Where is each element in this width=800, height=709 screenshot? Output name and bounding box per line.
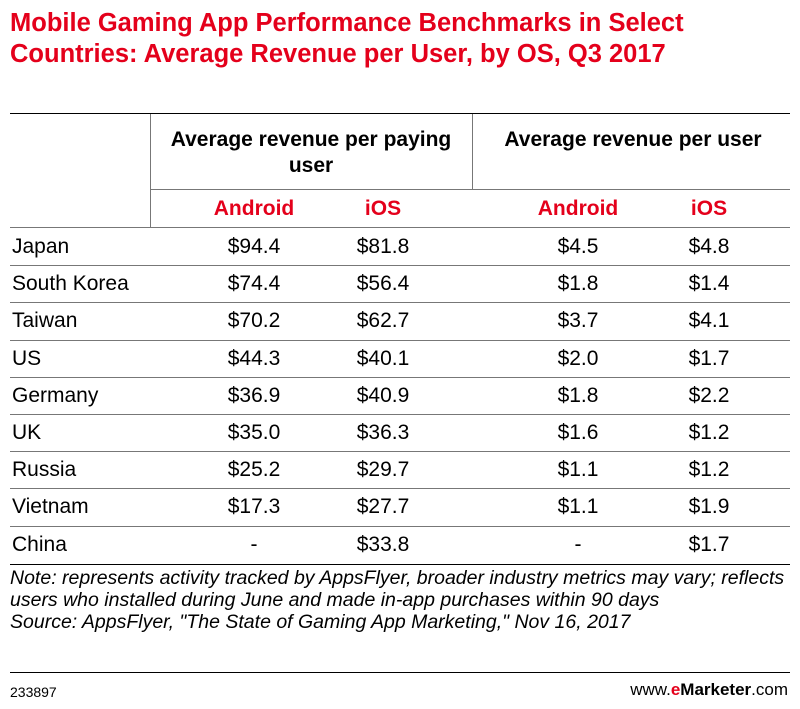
table-cell: $40.9 <box>356 383 410 407</box>
table-cell: $17.3 <box>227 495 281 519</box>
table-cell: $36.9 <box>227 383 281 407</box>
chart-id: 233897 <box>10 684 57 700</box>
header-divider-left <box>150 114 151 190</box>
chart-title: Mobile Gaming App Performance Benchmarks… <box>10 9 684 68</box>
brand-suffix: .com <box>751 680 788 699</box>
row-separator <box>10 376 790 378</box>
emarketer-logo: www.eMarketer.com <box>630 680 788 700</box>
table-cell: - <box>250 532 258 556</box>
table-cell: $33.8 <box>356 532 410 556</box>
title-divider <box>10 113 790 114</box>
row-label-taiwan: Taiwan <box>12 309 78 333</box>
source-text: Source: AppsFlyer, "The State of Gaming … <box>10 611 631 633</box>
table-cell: $1.7 <box>688 346 730 370</box>
brand-e: e <box>670 680 681 699</box>
row-label-japan: Japan <box>12 235 70 258</box>
table-cell: $4.1 <box>688 309 730 333</box>
table-bottom-rule <box>10 563 790 565</box>
table-cell: $44.3 <box>227 346 281 370</box>
row-label-russia: Russia <box>12 458 77 482</box>
table-cell: $4.8 <box>688 235 730 258</box>
group-underline <box>150 189 790 190</box>
header-bottom-line <box>10 227 790 228</box>
table-cell: $1.6 <box>557 421 599 444</box>
row-label-germany: Germany <box>12 383 99 407</box>
row-separator <box>10 302 790 304</box>
table-cell: $1.1 <box>557 495 599 519</box>
row-separator <box>10 339 790 341</box>
row-label-us: US <box>12 346 42 370</box>
table-cell: $1.8 <box>557 383 599 407</box>
table-cell: $62.7 <box>356 309 410 333</box>
brand-name: Marketer <box>680 680 752 699</box>
footer-divider <box>10 672 790 673</box>
table-cell: $25.2 <box>227 458 281 482</box>
table-cell: $1.9 <box>688 495 730 519</box>
chart-footnote: Note: represents activity tracked by App… <box>10 567 790 633</box>
table-cell: $56.4 <box>356 272 410 296</box>
table-cell: $1.7 <box>688 532 730 556</box>
row-label-uk: UK <box>12 421 42 444</box>
table-cell: $1.2 <box>688 458 730 482</box>
table-cell: $3.7 <box>557 309 599 333</box>
row-label-vietnam: Vietnam <box>12 495 89 519</box>
row-separator <box>10 488 790 490</box>
row-separator <box>10 451 790 453</box>
table-cell: $27.7 <box>356 495 410 519</box>
group-header-paying: Average revenue per paying user <box>170 128 452 177</box>
table-cell: $2.0 <box>557 346 599 370</box>
header-divider-mid <box>472 114 473 190</box>
row-label-south-korea: South Korea <box>12 272 129 296</box>
os-header-ios: iOS <box>364 197 402 220</box>
table-cell: $1.4 <box>688 272 730 296</box>
table-cell: $35.0 <box>227 421 281 444</box>
row-separator <box>10 265 790 267</box>
table-cell: $81.8 <box>356 235 410 258</box>
row-label-china: China <box>12 532 67 556</box>
table-cell: $36.3 <box>356 421 410 444</box>
table-cell: - <box>574 532 582 556</box>
os-header-ios: iOS <box>690 197 728 220</box>
table-cell: $1.2 <box>688 421 730 444</box>
table-cell: $74.4 <box>227 272 281 296</box>
row-separator <box>10 414 790 415</box>
table-cell: $40.1 <box>356 346 410 370</box>
row-separator <box>10 525 790 527</box>
subheader-divider-left <box>150 190 151 228</box>
table-cell: $1.8 <box>557 272 599 296</box>
table-cell: $4.5 <box>557 235 599 258</box>
note-text: Note: represents activity tracked by App… <box>10 567 785 611</box>
brand-prefix: www. <box>630 680 671 699</box>
table-cell: $70.2 <box>227 309 281 333</box>
os-header-android: Android <box>213 197 295 220</box>
table-cell: $94.4 <box>227 235 281 258</box>
table-cell: $2.2 <box>688 383 730 407</box>
table-cell: $29.7 <box>356 458 410 482</box>
table-cell: $1.1 <box>557 458 599 482</box>
os-header-android: Android <box>537 197 619 220</box>
group-header-all-users: Average revenue per user <box>504 128 762 151</box>
